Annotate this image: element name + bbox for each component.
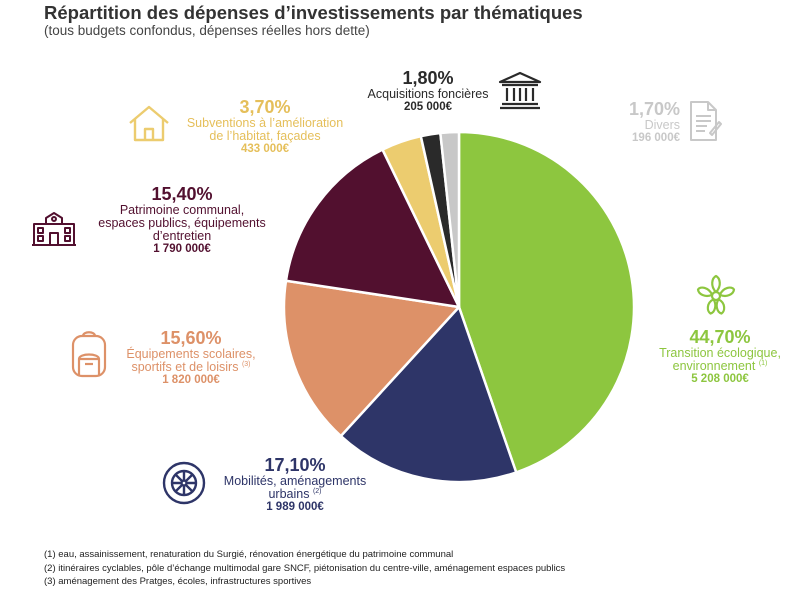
footnote: (3) aménagement des Pratges, écoles, inf… <box>44 576 312 587</box>
amount-label: 205 000€ <box>404 101 452 114</box>
pct-label: 17,10% <box>264 455 326 475</box>
footnote: (1) eau, assainissement, renaturation du… <box>44 549 454 560</box>
chart-title: Répartition des dépenses d’investissemen… <box>44 2 583 23</box>
wheel-icon <box>162 461 206 505</box>
desc-line: espaces publics, équipements <box>98 216 266 231</box>
slice-label-divers: 1,70% Divers 196 000€ <box>592 100 680 144</box>
pct-label: 3,70% <box>239 97 291 117</box>
footnote-ref: (3) <box>241 361 251 369</box>
slice-label-equipements: 15,60% Équipements scolaires, sportifs e… <box>115 328 267 387</box>
amount-label: 196 000€ <box>632 132 680 145</box>
pie-slice-2 <box>282 279 461 438</box>
pie-slice-3 <box>284 148 461 309</box>
desc-line: urbains <box>268 487 310 502</box>
desc-line: Divers <box>644 117 680 132</box>
pct-label: 1,80% <box>402 68 454 88</box>
pct-label: 15,60% <box>160 328 222 348</box>
desc-line: Transition écologique, <box>659 345 781 360</box>
desc-line: Subventions à l’amélioration <box>186 115 344 130</box>
backpack-icon <box>71 331 107 378</box>
amount-label: 433 000€ <box>241 143 289 156</box>
bank-building-icon <box>498 71 542 110</box>
desc-line: d’entretien <box>152 229 212 244</box>
desc-line: Équipements scolaires, <box>126 346 256 361</box>
desc-line: Acquisitions foncières <box>367 86 489 101</box>
slice-label-transition: 44,70% Transition écologique, environnem… <box>645 327 795 386</box>
slice-label-mobilites: 17,10% Mobilités, aménagements urbains (… <box>205 455 385 514</box>
town-hall-icon <box>32 212 76 246</box>
desc-line: Patrimoine communal, <box>119 202 245 217</box>
amount-label: 5 208 000€ <box>691 373 749 386</box>
slice-label-subventions: 3,70% Subventions à l’amélioration de l’… <box>170 97 360 156</box>
desc-line: environnement <box>672 359 756 374</box>
flower-icon <box>696 274 736 315</box>
house-icon <box>129 105 169 142</box>
footnote-ref: (1) <box>758 360 768 368</box>
pie-slice-0 <box>457 130 636 474</box>
pct-label: 1,70% <box>628 99 680 119</box>
footnote: (2) itinéraires cyclables, pôle d’échang… <box>44 562 566 574</box>
pie-slice-1 <box>339 305 518 484</box>
footnotes: (1) eau, assainissement, renaturation du… <box>44 548 565 589</box>
slice-label-acquisitions: 1,80% Acquisitions foncières 205 000€ <box>353 69 503 113</box>
pct-label: 15,40% <box>151 184 213 204</box>
pie-slice-6 <box>439 130 461 309</box>
desc-line: Mobilités, aménagements <box>223 473 367 488</box>
desc-line: sportifs et de loisirs <box>131 360 239 375</box>
slice-label-patrimoine: 15,40% Patrimoine communal, espaces publ… <box>82 184 282 256</box>
amount-label: 1 790 000€ <box>153 243 211 256</box>
amount-label: 1 989 000€ <box>266 501 324 514</box>
footnote-ref: (2) <box>312 488 322 496</box>
document-icon <box>690 101 722 141</box>
desc-line: de l’habitat, façades <box>209 129 321 144</box>
amount-label: 1 820 000€ <box>162 374 220 387</box>
pct-label: 44,70% <box>689 327 751 347</box>
chart-subtitle: (tous budgets confondus, dépenses réelle… <box>44 23 370 38</box>
